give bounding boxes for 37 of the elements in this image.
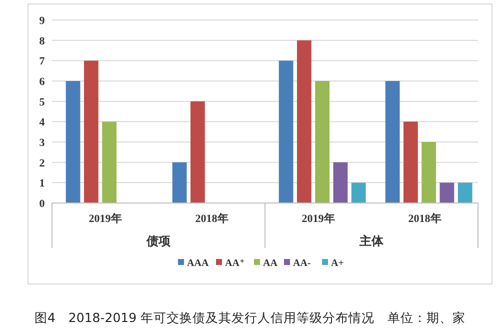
- y-tick-label: 4: [39, 116, 46, 129]
- y-tick-label: 9: [39, 15, 46, 27]
- y-tick-label: 5: [39, 96, 46, 108]
- legend-label: AA-: [293, 258, 311, 269]
- bar: [84, 60, 98, 203]
- text: 主体: [358, 234, 384, 248]
- bar: [278, 60, 294, 203]
- y-tick-label: 1: [39, 178, 45, 190]
- bar: [296, 40, 312, 203]
- bar: [440, 182, 454, 203]
- bar: [422, 142, 436, 203]
- x-tick-label: 2018年: [195, 212, 228, 225]
- legend-label: AA: [263, 258, 278, 269]
- bar: [102, 122, 117, 203]
- y-tick-label: 6: [39, 76, 46, 88]
- bar: [172, 162, 187, 203]
- bar: [403, 122, 418, 203]
- bar: [66, 81, 80, 203]
- y-tick-label: 0: [39, 198, 46, 210]
- y-tick-label: 8: [39, 35, 46, 48]
- text: 图4 2018-2019 年可交换债及其发行人信用等级分布情况 单位：期、家: [34, 310, 466, 325]
- legend-label: AAA: [187, 258, 210, 269]
- y-tick-label: 3: [39, 137, 46, 149]
- y-tick-label: 2: [39, 157, 46, 170]
- bar: [190, 101, 205, 203]
- y-tick-label: 7: [39, 56, 46, 68]
- bar: [385, 81, 400, 203]
- bar: [351, 182, 366, 203]
- x-tick-label: 2019年: [302, 212, 335, 225]
- legend-label: AA⁺: [225, 258, 245, 269]
- x-tick-label: 2018年: [408, 212, 442, 225]
- bar: [458, 182, 472, 203]
- bar: [333, 162, 348, 203]
- bar: [315, 81, 330, 203]
- text: 债项: [146, 234, 172, 248]
- x-tick-label: 2019年: [88, 212, 122, 225]
- legend-label: A+: [331, 258, 344, 269]
